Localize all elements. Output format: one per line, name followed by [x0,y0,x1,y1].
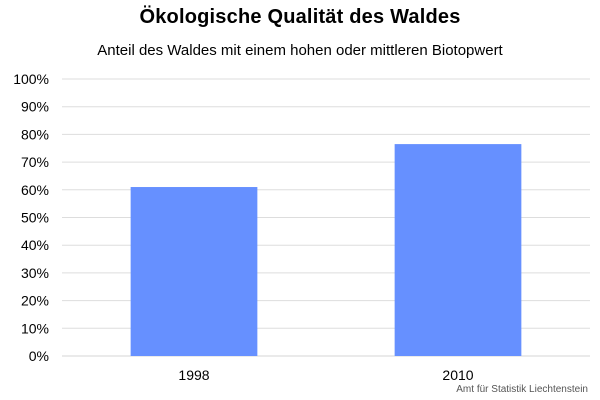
source-note: Amt für Statistik Liechtenstein [456,384,588,395]
y-tick-label: 70% [21,154,49,170]
y-tick-label: 100% [13,71,49,87]
x-tick-label: 2010 [442,367,473,383]
y-tick-label: 90% [21,99,49,115]
chart-subtitle: Anteil des Waldes mit einem hohen oder m… [97,42,503,59]
bar-2010 [394,144,522,356]
y-axis-ticks: 0% 10% 20% 30% 40% 50% 60% 70% 80% 90% 100% [13,71,49,364]
y-tick-label: 60% [21,182,49,198]
y-tick-label: 20% [21,293,49,309]
y-tick-label: 0% [29,348,49,364]
y-tick-label: 30% [21,265,49,281]
bars [130,144,522,356]
y-tick-label: 50% [21,210,49,226]
x-tick-label: 1998 [178,367,209,383]
bar-1998 [130,187,258,356]
y-tick-label: 80% [21,126,49,142]
chart-title: Ökologische Qualität des Waldes [139,6,461,28]
y-tick-label: 40% [21,237,49,253]
x-axis-ticks: 1998 2010 [178,367,473,383]
y-tick-label: 10% [21,320,49,336]
